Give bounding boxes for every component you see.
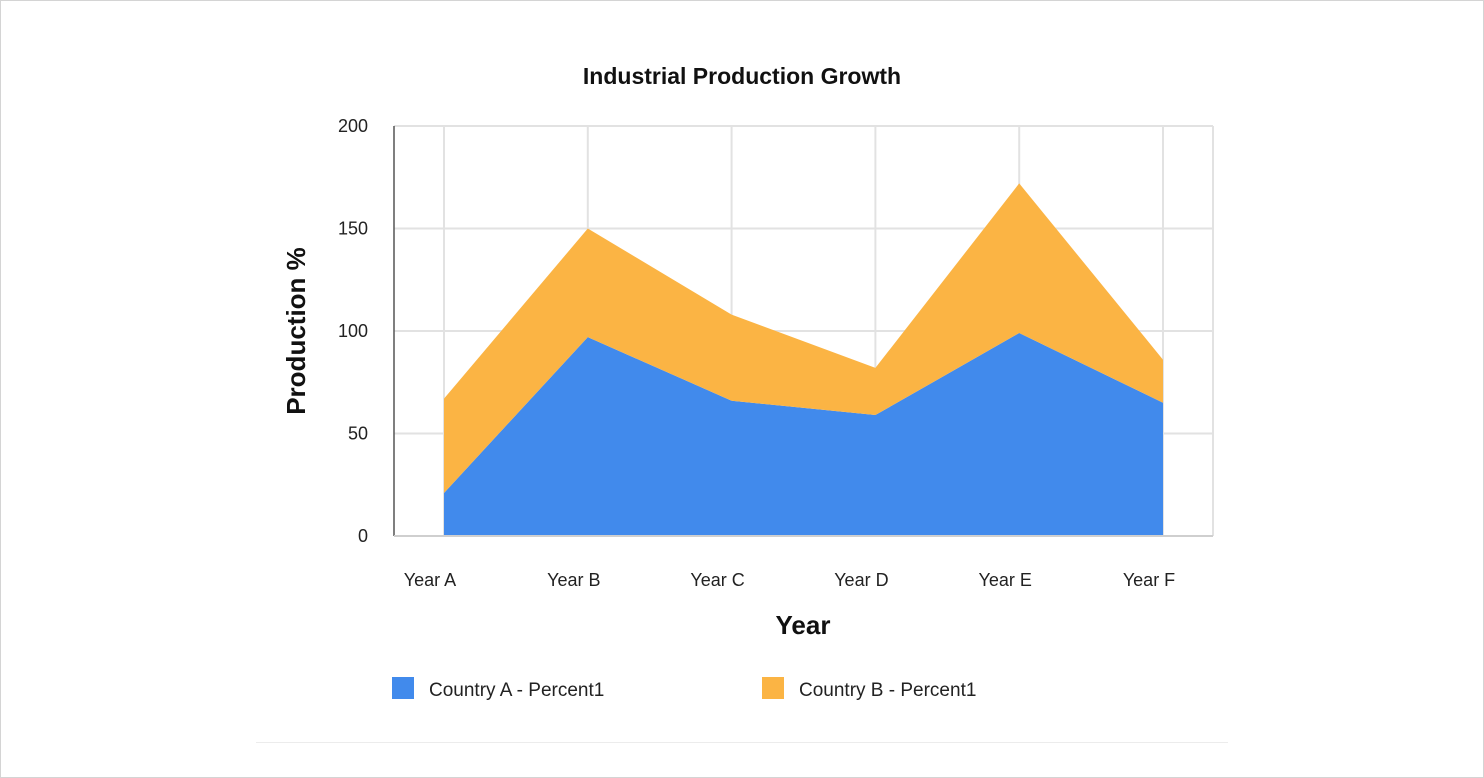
divider bbox=[256, 742, 1228, 743]
y-tick-label: 50 bbox=[348, 424, 368, 444]
areas bbox=[444, 183, 1163, 536]
y-tick-labels: 0 50 100 150 200 bbox=[338, 116, 368, 546]
area-series bbox=[444, 333, 1163, 536]
x-tick-label: Year C bbox=[690, 570, 744, 590]
legend-label: Country A - Percent1 bbox=[429, 680, 604, 701]
legend-swatch bbox=[392, 677, 414, 699]
area-series bbox=[444, 183, 1163, 493]
legend-swatch bbox=[762, 677, 784, 699]
y-tick-label: 100 bbox=[338, 321, 368, 341]
y-tick-label: 0 bbox=[358, 526, 368, 546]
x-tick-label: Year D bbox=[834, 570, 888, 590]
chart-title: Industrial Production Growth bbox=[583, 63, 901, 89]
y-axis-title: Production % bbox=[281, 247, 311, 415]
x-tick-label: Year E bbox=[979, 570, 1032, 590]
x-tick-label: Year F bbox=[1123, 570, 1175, 590]
axes bbox=[393, 126, 1213, 537]
x-tick-label: Year A bbox=[404, 570, 456, 590]
y-tick-label: 200 bbox=[338, 116, 368, 136]
x-axis-title: Year bbox=[776, 610, 831, 640]
legend: Country A - Percent1 Country B - Percent1 bbox=[392, 677, 976, 701]
x-tick-label: Year B bbox=[547, 570, 600, 590]
x-tick-labels: Year A Year B Year C Year D Year E Year F bbox=[404, 570, 1175, 590]
y-tick-label: 150 bbox=[338, 219, 368, 239]
legend-label: Country B - Percent1 bbox=[799, 680, 976, 701]
